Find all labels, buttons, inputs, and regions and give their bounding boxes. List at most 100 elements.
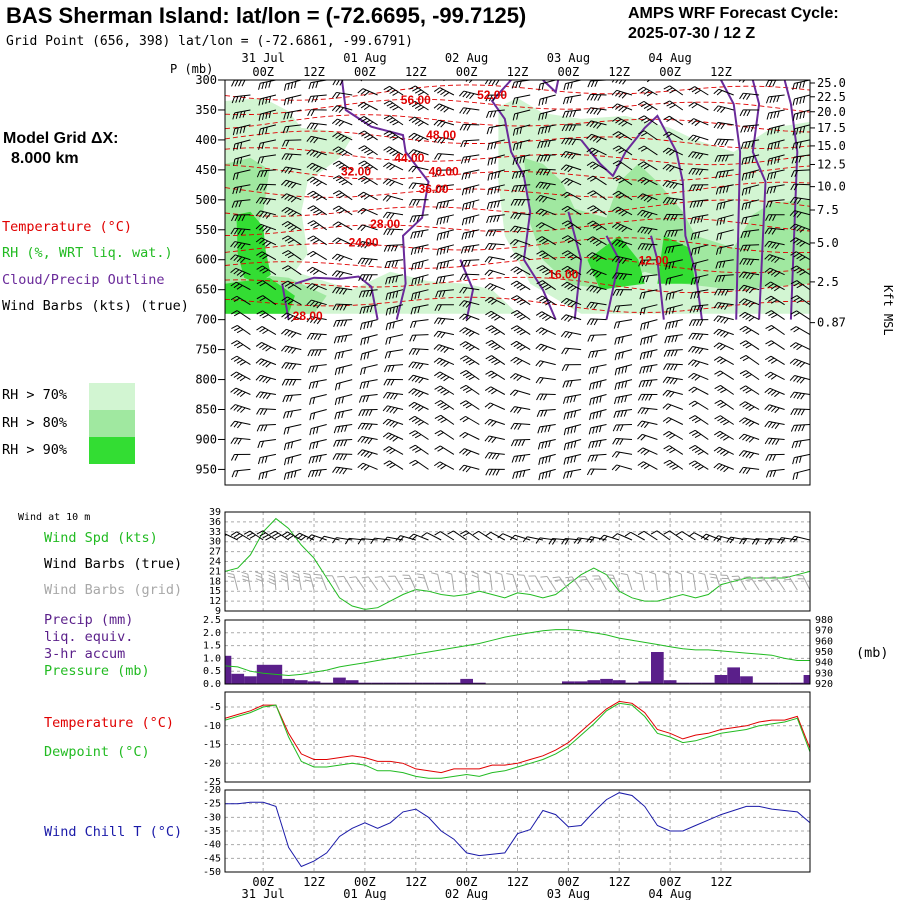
wind-barb xyxy=(538,468,556,481)
barb-staff xyxy=(692,259,709,265)
barb-feather xyxy=(767,143,770,151)
barb-feather xyxy=(745,272,751,279)
barb-feather xyxy=(465,316,472,322)
barb-feather xyxy=(637,530,645,536)
wind-barb xyxy=(789,223,810,233)
barb-feather xyxy=(539,252,546,257)
wind-barb xyxy=(588,364,607,375)
barb-staff xyxy=(590,453,607,457)
barb-staff xyxy=(794,453,810,459)
barb-feather xyxy=(208,299,213,306)
barb-staff xyxy=(225,532,238,541)
barb-feather xyxy=(263,170,268,177)
barb-staff xyxy=(593,190,607,201)
wind-barb xyxy=(384,259,404,269)
wind-barb xyxy=(331,105,353,113)
barb-staff xyxy=(386,228,404,231)
barb-feather xyxy=(663,530,670,535)
barb-feather xyxy=(564,538,570,545)
wind-barb xyxy=(560,164,582,173)
barb-feather xyxy=(415,362,421,369)
barb-feather xyxy=(494,186,497,194)
precip-tick-label: 0.0 xyxy=(203,679,221,690)
wind-barb xyxy=(765,80,785,87)
barb-feather xyxy=(436,120,443,127)
barb-feather xyxy=(645,275,649,283)
wind-barb xyxy=(388,575,404,591)
wind-barb xyxy=(561,124,582,132)
barb-staff xyxy=(439,461,455,470)
precip-bar xyxy=(625,682,639,684)
legend-precip: Precip (mm) xyxy=(44,612,133,628)
barb-feather xyxy=(539,182,544,189)
precip-bar xyxy=(765,682,779,684)
barb-feather xyxy=(688,102,695,107)
barb-staff xyxy=(768,154,785,160)
barb-feather xyxy=(417,106,425,111)
barb-feather xyxy=(383,146,390,151)
barb-feather xyxy=(592,239,600,245)
barb-feather xyxy=(538,209,545,216)
dewpoint-line xyxy=(225,702,810,779)
wind-barb xyxy=(510,309,531,321)
barb-feather xyxy=(643,307,646,315)
barb-feather xyxy=(255,223,262,230)
barb-staff xyxy=(463,139,480,142)
barb-staff xyxy=(592,161,607,171)
wind-barb xyxy=(307,235,327,246)
barb-feather xyxy=(535,377,541,384)
pressure-tick-label: 750 xyxy=(195,343,217,357)
barb-feather xyxy=(408,199,413,206)
wind-barb xyxy=(612,424,633,432)
barb-feather xyxy=(719,345,726,351)
wind-barb xyxy=(382,536,404,543)
barb-feather xyxy=(291,348,297,354)
barb-feather xyxy=(722,170,726,178)
barb-feather xyxy=(382,405,388,412)
barb-staff xyxy=(438,244,455,250)
wind-barb xyxy=(358,289,378,298)
barb-feather xyxy=(309,428,312,436)
barb-staff xyxy=(718,535,734,541)
barb-feather xyxy=(742,93,748,100)
barb-feather xyxy=(588,367,592,375)
legend-windchill: Wind Chill T (°C) xyxy=(44,824,182,840)
wind-barb xyxy=(256,265,277,276)
barb-feather xyxy=(462,301,468,307)
barb-feather xyxy=(637,226,643,233)
barb-feather xyxy=(343,453,348,461)
barb-feather xyxy=(463,124,468,131)
wind-barb xyxy=(766,184,785,195)
barb-staff xyxy=(775,576,786,591)
barb-feather xyxy=(334,398,338,406)
barb-feather xyxy=(640,227,646,234)
barb-staff xyxy=(336,91,353,96)
barb-feather xyxy=(490,142,494,150)
barb-feather xyxy=(666,447,673,452)
barb-feather xyxy=(484,243,490,250)
wind-barb xyxy=(334,379,353,391)
time-date-label: 31 Jul xyxy=(242,887,285,900)
barb-feather xyxy=(590,468,595,476)
wind-barb xyxy=(663,459,684,470)
barb-feather xyxy=(486,127,490,135)
wind-barb xyxy=(255,237,277,247)
barb-feather xyxy=(316,167,323,173)
wind-barb xyxy=(484,296,506,306)
barb-staff xyxy=(234,94,251,98)
barb-feather xyxy=(519,331,526,336)
barb-feather xyxy=(512,472,515,480)
barb-feather xyxy=(313,137,319,144)
barb-feather xyxy=(561,220,569,225)
barb-feather xyxy=(690,263,694,271)
barb-staff xyxy=(694,415,709,425)
barb-feather xyxy=(738,433,745,440)
barb-feather xyxy=(215,421,220,428)
barb-feather xyxy=(309,316,315,323)
barb-feather xyxy=(718,261,722,269)
barb-feather xyxy=(388,292,392,300)
barb-staff xyxy=(552,538,569,541)
barb-feather xyxy=(284,330,290,336)
barb-feather xyxy=(338,149,345,155)
wind-barb xyxy=(306,332,327,341)
